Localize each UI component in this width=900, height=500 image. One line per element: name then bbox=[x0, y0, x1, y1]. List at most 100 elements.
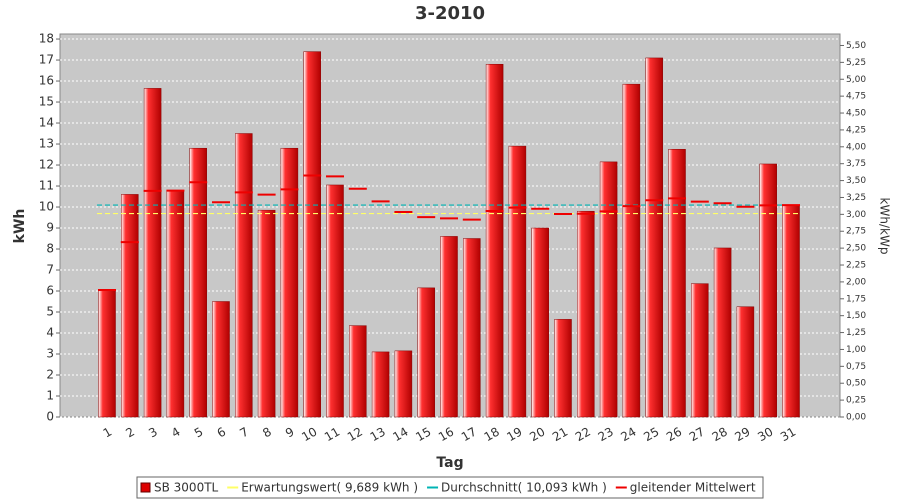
bar bbox=[759, 163, 777, 418]
y-tick-label: 11 bbox=[39, 179, 54, 193]
x-tick-label: 25 bbox=[641, 425, 661, 445]
x-tick-label: 9 bbox=[283, 425, 297, 441]
bar bbox=[143, 88, 162, 418]
y2-tick-label: 5,50 bbox=[846, 41, 866, 51]
x-tick-label: 15 bbox=[413, 425, 433, 445]
y2-tick-label: 0,00 bbox=[846, 413, 866, 423]
x-tick-label: 1 bbox=[101, 425, 115, 441]
bar bbox=[235, 133, 253, 418]
x-tick-label: 23 bbox=[596, 425, 616, 445]
x-tick-label: 16 bbox=[436, 425, 456, 445]
x-tick-label: 24 bbox=[618, 425, 638, 445]
y2-tick-label: 2,50 bbox=[846, 244, 866, 254]
y2-tick-label: 5,25 bbox=[846, 58, 866, 68]
y-tick-label: 4 bbox=[46, 326, 54, 340]
y2-tick-label: 3,25 bbox=[846, 193, 866, 203]
y2-tick-label: 1,50 bbox=[846, 311, 866, 321]
bar bbox=[463, 238, 481, 418]
y-tick-label: 3 bbox=[46, 347, 54, 361]
x-tick-label: 31 bbox=[778, 425, 798, 445]
y2-axis-label: kWh/kWp bbox=[878, 198, 892, 255]
y-tick-label: 0 bbox=[46, 410, 54, 424]
bar bbox=[326, 184, 344, 418]
x-tick-label: 11 bbox=[322, 425, 342, 445]
x-tick-label: 28 bbox=[710, 425, 730, 445]
x-tick-label: 4 bbox=[169, 425, 183, 441]
y-tick-label: 1 bbox=[46, 389, 54, 403]
bar bbox=[668, 149, 686, 418]
y-tick-label: 7 bbox=[46, 263, 54, 277]
x-tick-label: 18 bbox=[482, 425, 502, 445]
y2-tick-label: 2,75 bbox=[846, 227, 866, 237]
bar bbox=[485, 63, 504, 418]
y-tick-label: 9 bbox=[46, 221, 54, 235]
x-tick-label: 26 bbox=[664, 425, 684, 445]
bar bbox=[98, 289, 116, 418]
x-tick-label: 20 bbox=[527, 425, 547, 445]
y2-tick-label: 3,50 bbox=[846, 176, 866, 186]
x-tick-label: 12 bbox=[345, 425, 365, 445]
y2-tick-label: 4,75 bbox=[846, 92, 866, 102]
y2-tick-label: 2,00 bbox=[846, 277, 866, 287]
y2-tick-label: 5,00 bbox=[846, 75, 866, 85]
x-tick-label: 29 bbox=[732, 425, 752, 445]
y-tick-label: 17 bbox=[39, 53, 54, 67]
y-tick-label: 10 bbox=[39, 200, 54, 214]
x-tick-label: 5 bbox=[192, 425, 206, 441]
bar bbox=[417, 287, 435, 418]
x-tick-label: 3 bbox=[146, 425, 160, 441]
bar bbox=[189, 147, 207, 418]
y2-tick-label: 0,25 bbox=[846, 396, 866, 406]
x-tick-label: 8 bbox=[260, 425, 274, 441]
bar bbox=[691, 283, 709, 418]
x-tick-label: 22 bbox=[573, 425, 593, 445]
y2-tick-label: 4,00 bbox=[846, 142, 866, 152]
bar bbox=[713, 247, 732, 418]
bar bbox=[736, 306, 755, 418]
x-tick-label: 7 bbox=[237, 425, 251, 441]
bar bbox=[303, 51, 321, 418]
bar bbox=[599, 161, 618, 418]
bar bbox=[508, 145, 527, 418]
bar bbox=[257, 209, 276, 418]
x-tick-label: 19 bbox=[504, 425, 524, 445]
y-tick-label: 18 bbox=[39, 32, 54, 46]
legend-label: Durchschnitt( 10,093 kWh ) bbox=[441, 481, 607, 495]
y2-tick-label: 0,75 bbox=[846, 362, 866, 372]
x-tick-label: 30 bbox=[755, 425, 775, 445]
x-tick-label: 13 bbox=[368, 425, 388, 445]
bar bbox=[394, 350, 413, 418]
legend-swatch bbox=[140, 482, 151, 493]
bar bbox=[440, 236, 458, 418]
bar bbox=[645, 57, 663, 418]
bar bbox=[554, 319, 572, 418]
bar bbox=[371, 351, 390, 418]
y-tick-label: 13 bbox=[39, 137, 54, 151]
legend bbox=[136, 476, 764, 499]
bar bbox=[782, 204, 800, 418]
x-tick-label: 21 bbox=[550, 425, 570, 445]
y2-tick-label: 1,00 bbox=[846, 345, 866, 355]
x-tick-label: 14 bbox=[390, 425, 410, 445]
y-tick-label: 12 bbox=[39, 158, 54, 172]
y2-tick-label: 3,00 bbox=[846, 210, 866, 220]
x-tick-label: 2 bbox=[123, 425, 137, 441]
bar bbox=[577, 210, 595, 418]
y2-tick-label: 4,50 bbox=[846, 109, 866, 119]
y-tick-label: 14 bbox=[39, 116, 54, 130]
legend-label: SB 3000TL bbox=[154, 481, 219, 495]
x-tick-label: 27 bbox=[687, 425, 707, 445]
bar bbox=[121, 194, 139, 418]
x-tick-label: 17 bbox=[459, 425, 479, 445]
bar bbox=[212, 301, 230, 418]
y-tick-label: 15 bbox=[39, 95, 54, 109]
bar bbox=[349, 325, 367, 418]
y-tick-label: 16 bbox=[39, 74, 54, 88]
legend-label: gleitender Mittelwert bbox=[630, 481, 756, 495]
y2-tick-label: 0,50 bbox=[846, 379, 866, 389]
bar bbox=[166, 189, 185, 418]
y2-tick-label: 2,25 bbox=[846, 261, 866, 271]
y-tick-label: 2 bbox=[46, 368, 54, 382]
y-tick-label: 8 bbox=[46, 242, 54, 256]
